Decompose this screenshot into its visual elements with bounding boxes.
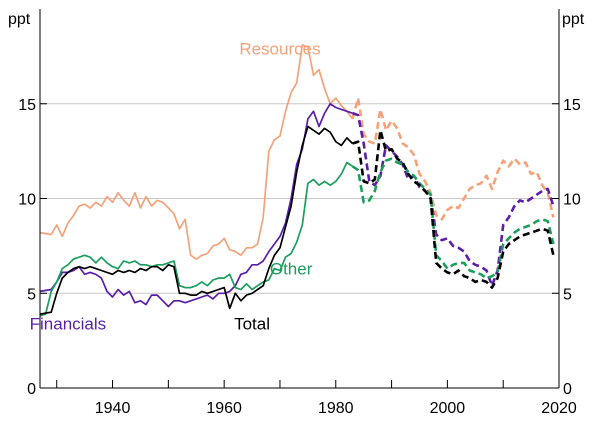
series-lines [39, 44, 555, 317]
axes-ticks [40, 103, 560, 389]
series-label-other: Other [270, 259, 313, 278]
x-tick-label-2020: 2020 [541, 400, 577, 417]
y-tick-label-right-15: 15 [563, 97, 581, 114]
x-tick-label-1960: 1960 [206, 400, 242, 417]
series-resources-solid-line [39, 44, 354, 260]
x-tick-label-2000: 2000 [430, 400, 466, 417]
y-tick-label-left-15: 15 [18, 97, 36, 114]
right-unit-label: ppt [562, 11, 585, 28]
y-tick-label-right-10: 10 [563, 192, 581, 209]
series-financials-dashed-line [352, 111, 555, 287]
y-tick-label-right-0: 0 [563, 381, 572, 398]
x-tick-label-1940: 1940 [95, 400, 131, 417]
series-label-resources: Resources [239, 39, 320, 58]
x-tick-label-1980: 1980 [318, 400, 354, 417]
series-other-dashed-line [351, 157, 555, 280]
left-unit-label: ppt [8, 11, 31, 28]
series-total-solid-line [39, 125, 354, 315]
series-label-financials: Financials [30, 314, 107, 333]
y-tick-label-left-0: 0 [27, 381, 36, 398]
series-other-solid-line [39, 161, 353, 317]
series-label-total: Total [234, 314, 270, 333]
tick-labels: 1940 1960 1980 2000 2020 0 0 5 5 10 10 15 15 [18, 97, 581, 417]
y-tick-label-right-5: 5 [563, 286, 572, 303]
y-tick-label-left-5: 5 [27, 286, 36, 303]
y-tick-label-left-10: 10 [18, 192, 36, 209]
series-labels: Resources Financials Other Total [30, 39, 321, 333]
